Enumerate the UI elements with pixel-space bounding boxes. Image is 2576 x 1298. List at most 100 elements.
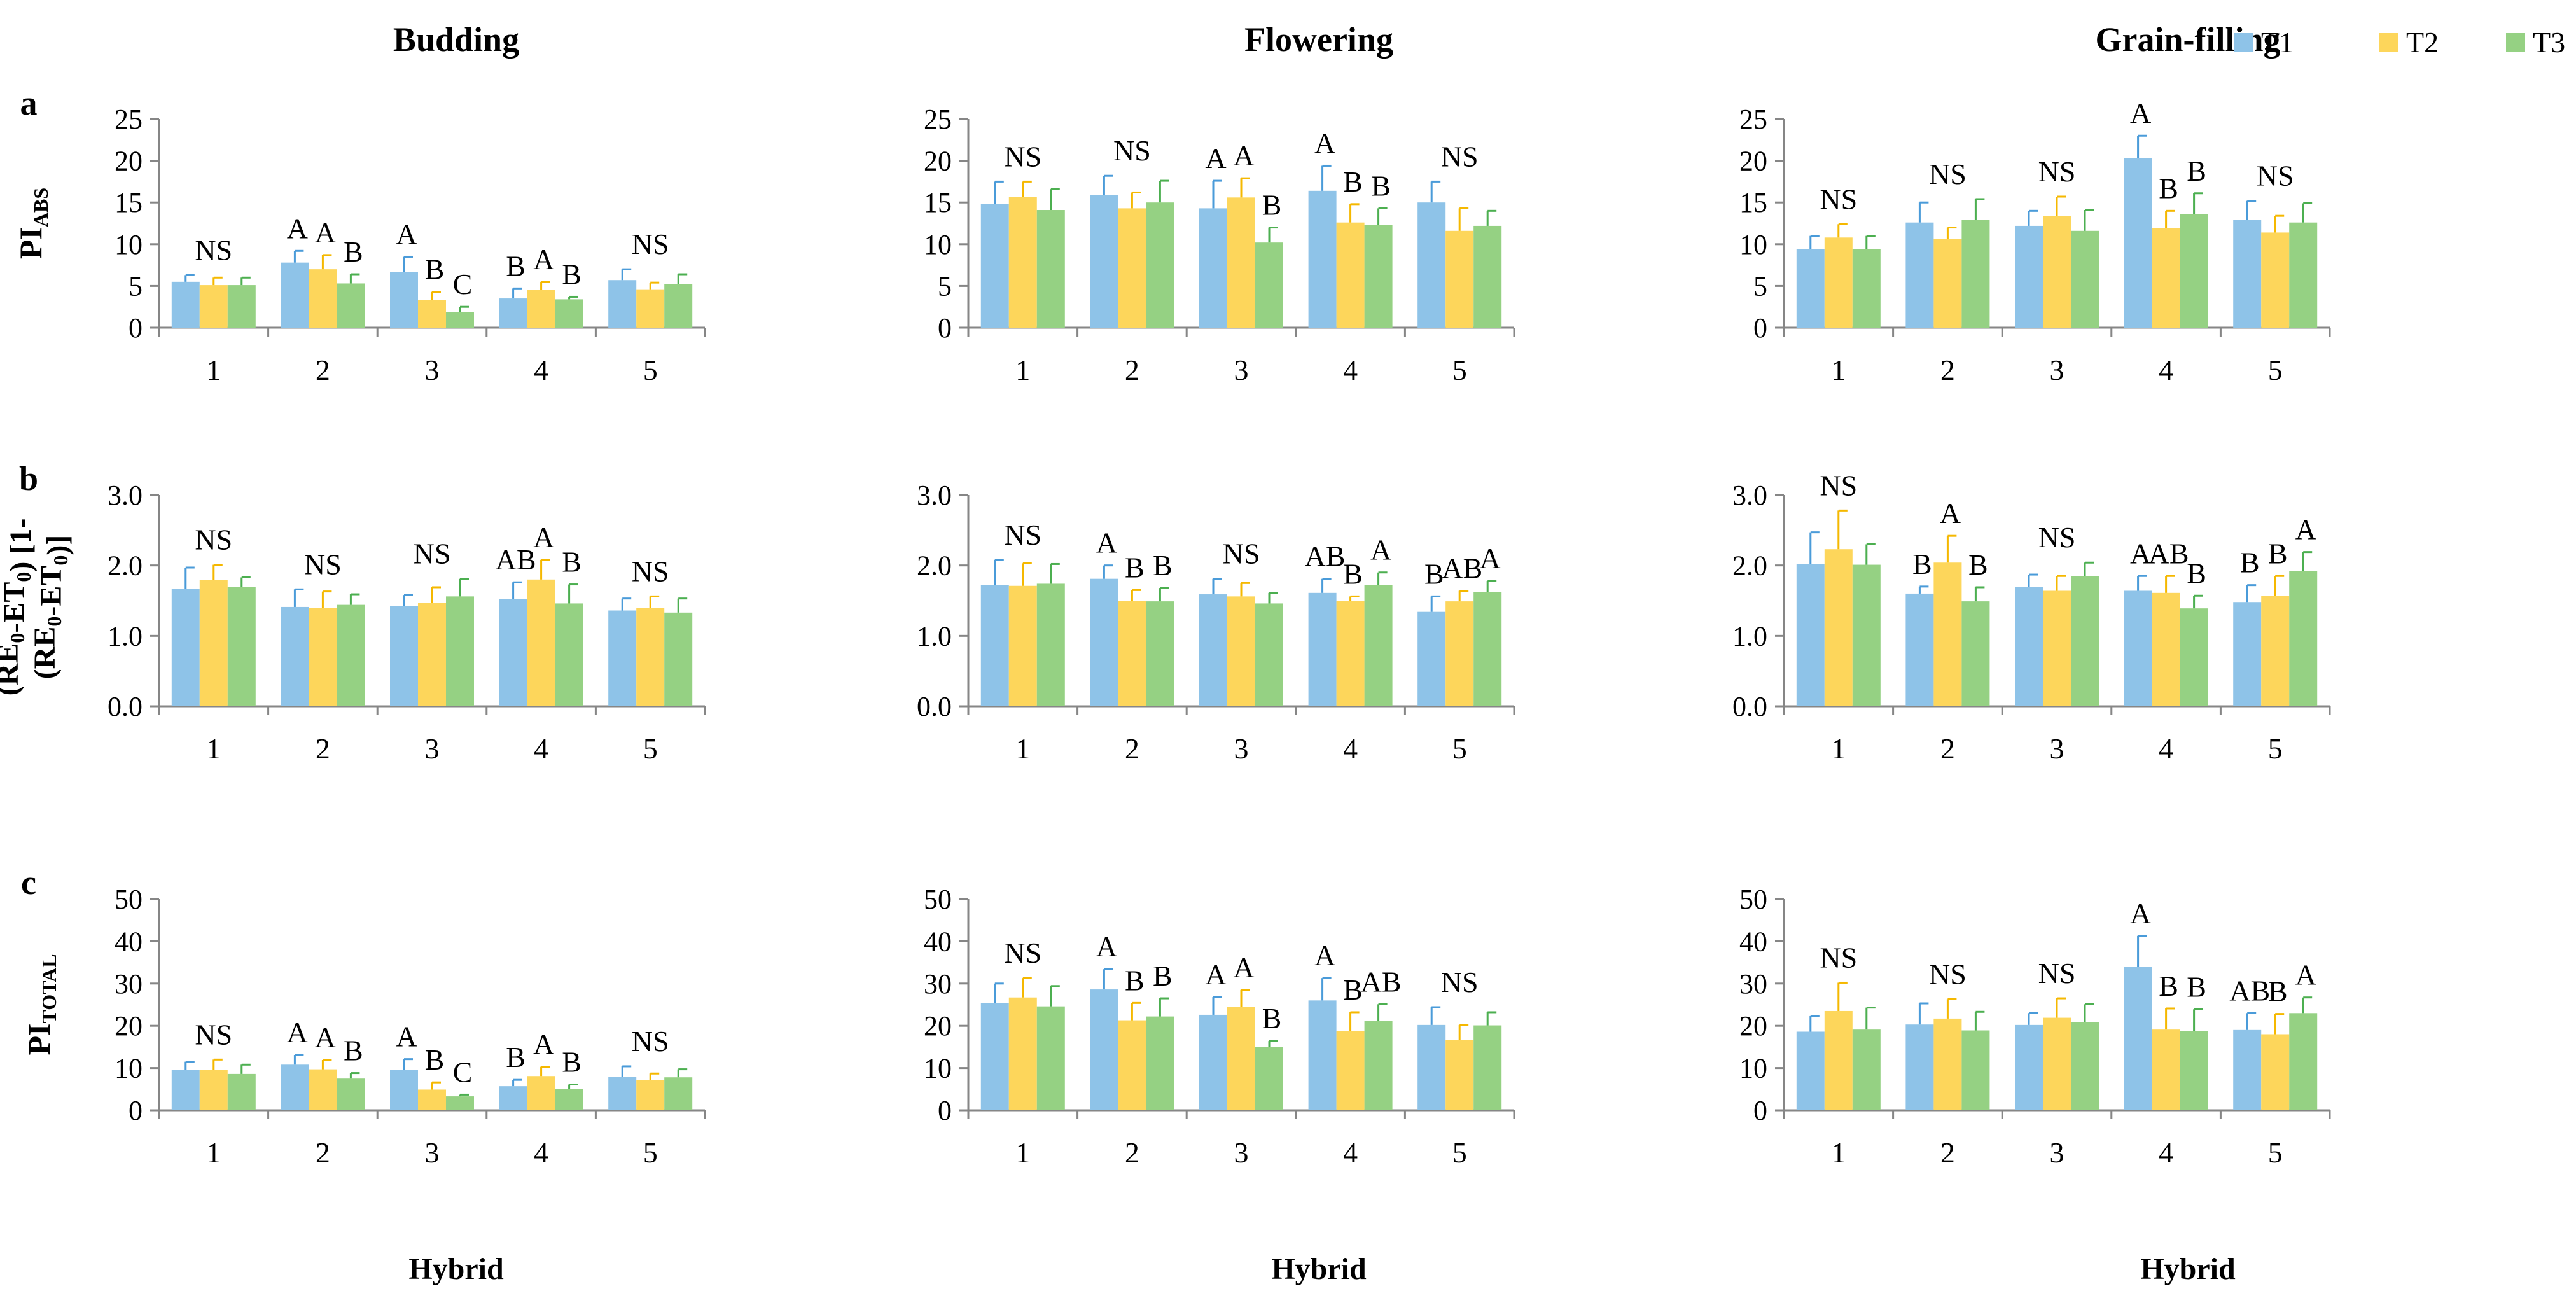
x-tick-label: 1: [1015, 1136, 1030, 1169]
y-tick-label: 40: [1739, 926, 1767, 957]
y-tick-label: 0.0: [917, 691, 952, 722]
bar-T3-h2: [1146, 202, 1174, 328]
row-label-a: a: [20, 84, 38, 122]
bar-T3-h3: [446, 312, 474, 328]
column-titles: Budding Flowering Grain-filling: [393, 20, 2281, 59]
bar-T1-h5: [2233, 220, 2262, 328]
y-tick-label: 20: [1739, 1010, 1767, 1042]
bar-T1-h3: [2015, 225, 2043, 328]
x-tick-label: 3: [1234, 732, 1249, 765]
bar-T2-h3: [2043, 590, 2071, 706]
bar-T2-h5: [1445, 230, 1474, 328]
bar-T3-h3: [446, 1096, 474, 1110]
y-tick-label: 30: [924, 968, 952, 1000]
bar-T1-h1: [1796, 249, 1825, 328]
bar-T3-h4: [1364, 225, 1393, 328]
annotation-B: B: [562, 546, 581, 578]
bar-T1-h3: [390, 272, 418, 328]
title-flowering: Flowering: [1244, 20, 1393, 59]
bar-T2-h2: [309, 1069, 337, 1110]
y-tick-label: 3.0: [917, 480, 952, 511]
x-tick-label: 3: [1234, 1136, 1249, 1169]
bar-T1-h1: [1796, 564, 1825, 706]
annotation-NS: NS: [1820, 183, 1857, 215]
bar-T2-h1: [199, 1070, 228, 1110]
y-tick-label: 30: [1739, 968, 1767, 1000]
bar-T1-h3: [1199, 1014, 1227, 1110]
annotation-AB: AB: [496, 543, 536, 576]
annotation-A: A: [533, 521, 554, 554]
x-tick-label: 3: [425, 732, 440, 765]
bar-T1-h1: [980, 1003, 1009, 1110]
legend-swatch-T2: [2379, 33, 2398, 52]
annotation-B: B: [2187, 557, 2206, 589]
annotation-B: B: [2159, 970, 2178, 1002]
row-label-b: b: [19, 459, 38, 498]
bar-T3-h2: [1146, 1016, 1174, 1110]
bar-T2-h4: [527, 1076, 555, 1110]
bar-T1-h5: [1417, 202, 1446, 328]
bar-T1-h4: [499, 298, 527, 328]
y-axis-label-re0-et0: (RE0-ET0) [1-(RE0-ET0)]: [0, 519, 74, 696]
bar-T3-h5: [1473, 592, 1502, 706]
bar-T1-h2: [281, 606, 309, 706]
annotation-AB: AB: [2229, 974, 2270, 1007]
annotation-A: A: [1096, 527, 1117, 559]
annotation-B: B: [2187, 155, 2206, 187]
x-tick-label: 4: [1343, 354, 1358, 386]
x-tick-label: 2: [316, 732, 330, 765]
bar-T1-h1: [171, 281, 200, 328]
y-tick-label: 10: [115, 229, 143, 260]
bar-T3-h4: [555, 299, 583, 328]
x-tick-label: 4: [2159, 1136, 2173, 1169]
x-tick-label: 5: [1452, 354, 1467, 386]
y-tick-label: 0.0: [1732, 691, 1767, 722]
bar-T1-h1: [980, 585, 1009, 706]
bar-T1-h2: [281, 1064, 309, 1110]
bar-T1-h4: [2124, 158, 2152, 328]
bar-T2-h3: [2043, 216, 2071, 328]
bar-T3-h1: [1036, 1006, 1065, 1110]
annotation-A: A: [1233, 139, 1254, 172]
y-tick-label: 10: [1739, 229, 1767, 260]
bar-T1-h2: [1905, 593, 1934, 706]
y-tick-label: 0: [938, 1095, 952, 1126]
x-tick-label: 4: [534, 354, 548, 386]
x-tick-label: 2: [1125, 354, 1139, 386]
annotation-NS: NS: [195, 1018, 232, 1050]
x-tick-label: 1: [206, 354, 221, 386]
annotation-A: A: [315, 216, 336, 249]
bar-T3-h2: [1961, 1030, 1990, 1110]
bar-T2-h2: [309, 269, 337, 328]
y-tick-label: 20: [1739, 146, 1767, 177]
bar-T2-h4: [2152, 592, 2180, 706]
bar-T2-h1: [1008, 585, 1037, 706]
bar-T2-h3: [1227, 596, 1255, 706]
x-tick-label: 2: [316, 354, 330, 386]
x-tick-label: 5: [1452, 1136, 1467, 1169]
bar-T3-h1: [1852, 1029, 1881, 1110]
bar-T1-h3: [390, 1070, 418, 1110]
bar-T3-h1: [1852, 564, 1881, 706]
annotation-NS: NS: [1004, 937, 1041, 969]
annotation-B: B: [1968, 548, 1988, 581]
annotation-A: A: [1940, 497, 1961, 529]
bar-T1-h2: [281, 262, 309, 328]
annotation-B: B: [2159, 172, 2178, 204]
x-tick-label: 3: [1234, 354, 1249, 386]
annotation-NS: NS: [195, 524, 232, 556]
annotation-B: B: [562, 1045, 581, 1078]
bar-T1-h5: [608, 610, 637, 706]
x-tick-label: 2: [1940, 354, 1955, 386]
annotation-NS: NS: [1441, 966, 1479, 998]
bar-T2-h5: [636, 608, 665, 706]
annotation-NS: NS: [1004, 140, 1041, 172]
annotation-B: B: [1125, 551, 1145, 583]
bar-T3-h1: [1036, 210, 1065, 328]
x-tick-label: 3: [425, 354, 440, 386]
annotation-C: C: [453, 1056, 473, 1088]
y-tick-label: 0: [129, 312, 143, 344]
y-tick-label: 3.0: [108, 480, 143, 511]
bar-T2-h4: [527, 290, 555, 328]
